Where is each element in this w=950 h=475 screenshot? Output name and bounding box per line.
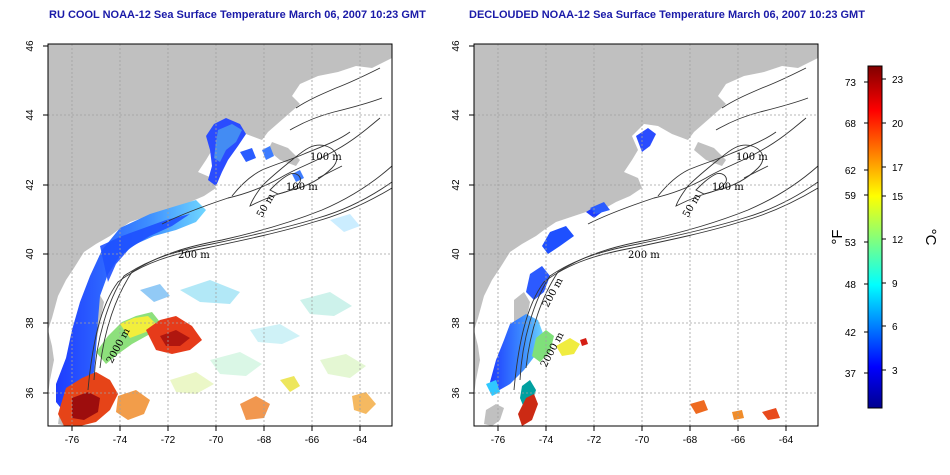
y-tick-label: 40 [451, 248, 462, 260]
colorbar-f-tick: 48 [845, 280, 857, 291]
colorbar-c-tick: 17 [892, 163, 904, 174]
x-tick-label: -70 [209, 435, 224, 446]
colorbar-c-tick: 12 [892, 235, 904, 246]
colorbar-f-tick: 73 [845, 78, 857, 89]
right-map-title: DECLOUDED NOAA-12 Sea Surface Temperatur… [469, 9, 865, 21]
x-tick-label: -76 [65, 435, 80, 446]
y-tick-label: 36 [25, 387, 36, 399]
x-tick-label: -64 [353, 435, 368, 446]
colorbar-f-tick: 62 [845, 166, 857, 177]
colorbar-c-tick: 9 [892, 279, 898, 290]
y-tick-label: 44 [25, 109, 36, 121]
contour-label: 100 m [712, 182, 744, 193]
x-tick-label: -68 [257, 435, 272, 446]
y-tick-label: 36 [451, 387, 462, 399]
y-tick-label: 42 [25, 179, 36, 191]
y-tick-label: 46 [451, 40, 462, 52]
left-sst-imagery [56, 118, 376, 426]
x-tick-label: -66 [731, 435, 746, 446]
y-tick-label: 46 [25, 40, 36, 52]
left-map-frame [47, 43, 393, 427]
colorbar-f-tick: 68 [845, 119, 857, 130]
x-tick-label: -72 [161, 435, 176, 446]
left-y-axis [43, 45, 48, 394]
y-tick-label: 40 [25, 248, 36, 260]
colorbar-c-tick: 6 [892, 322, 898, 333]
right-y-axis [469, 45, 474, 394]
x-tick-label: -66 [305, 435, 320, 446]
right-map-panel: 100 m 100 m 50 m 200 m 200 m 2000 m -76 … [451, 40, 819, 446]
y-tick-label: 44 [451, 109, 462, 121]
colorbar-celsius-label: °C [922, 229, 939, 246]
right-map-frame [473, 43, 819, 427]
y-tick-label: 38 [25, 317, 36, 329]
x-tick-label: -76 [491, 435, 506, 446]
colorbar-fahrenheit-label: °F [829, 229, 846, 244]
colorbar-f-tick: 37 [845, 369, 857, 380]
contour-label: 200 m [178, 250, 210, 261]
right-sst-imagery [486, 128, 780, 426]
x-tick-label: -68 [683, 435, 698, 446]
colorbar-c-tick: 15 [892, 192, 904, 203]
x-tick-label: -74 [539, 435, 554, 446]
contour-label: 100 m [310, 152, 342, 163]
x-tick-label: -74 [113, 435, 128, 446]
x-tick-label: -64 [779, 435, 794, 446]
contour-label: 200 m [628, 250, 660, 261]
colorbar-gradient [867, 65, 883, 409]
colorbar-c-tick: 23 [892, 75, 904, 86]
colorbar-f-tick: 53 [845, 238, 857, 249]
y-tick-label: 38 [451, 317, 462, 329]
x-tick-label: -70 [635, 435, 650, 446]
x-tick-label: -72 [587, 435, 602, 446]
left-x-axis [71, 426, 361, 431]
colorbar-ticks [864, 78, 886, 374]
colorbar: 73 68 62 59 53 48 42 37 23 20 17 15 12 9… [829, 65, 939, 409]
y-tick-label: 42 [451, 179, 462, 191]
contour-label: 100 m [286, 182, 318, 193]
colorbar-f-tick: 59 [845, 191, 857, 202]
right-x-axis [497, 426, 787, 431]
colorbar-c-tick: 20 [892, 119, 904, 130]
contour-label: 100 m [736, 152, 768, 163]
colorbar-f-tick: 42 [845, 328, 857, 339]
colorbar-c-tick: 3 [892, 366, 898, 377]
left-map-title: RU COOL NOAA-12 Sea Surface Temperature … [49, 9, 426, 21]
left-map-panel: 100 m 100 m 50 m 200 m 2000 m -76 -74 -7… [25, 40, 393, 446]
